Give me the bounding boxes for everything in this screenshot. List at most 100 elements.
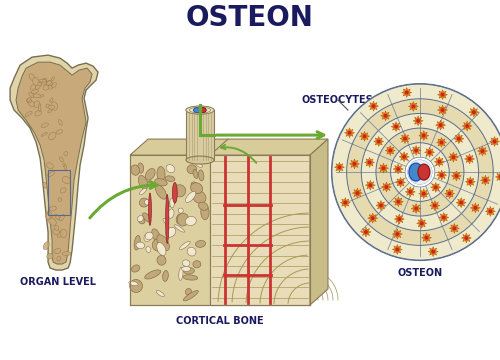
- Text: OSTEON: OSTEON: [186, 4, 314, 32]
- Polygon shape: [469, 107, 479, 117]
- Polygon shape: [186, 110, 214, 160]
- Ellipse shape: [196, 163, 202, 167]
- Ellipse shape: [38, 104, 40, 112]
- Circle shape: [442, 216, 446, 220]
- Circle shape: [428, 150, 432, 154]
- Ellipse shape: [64, 165, 67, 170]
- Circle shape: [438, 160, 442, 164]
- Polygon shape: [422, 233, 432, 243]
- Ellipse shape: [198, 170, 204, 181]
- Ellipse shape: [418, 164, 430, 180]
- Ellipse shape: [60, 229, 67, 238]
- Polygon shape: [352, 188, 362, 198]
- Ellipse shape: [146, 247, 151, 252]
- Ellipse shape: [174, 185, 186, 197]
- Circle shape: [433, 203, 437, 208]
- Ellipse shape: [194, 108, 200, 113]
- Ellipse shape: [41, 132, 48, 136]
- Ellipse shape: [131, 165, 140, 175]
- Ellipse shape: [168, 209, 174, 218]
- Polygon shape: [10, 55, 98, 270]
- Polygon shape: [462, 121, 472, 131]
- Text: OSTEOCYTES: OSTEOCYTES: [302, 95, 374, 105]
- Circle shape: [452, 155, 456, 159]
- Ellipse shape: [58, 198, 61, 202]
- Circle shape: [438, 123, 442, 127]
- Polygon shape: [361, 227, 371, 237]
- Polygon shape: [366, 180, 376, 190]
- Ellipse shape: [156, 291, 164, 297]
- Circle shape: [420, 221, 424, 225]
- Ellipse shape: [191, 182, 198, 188]
- Ellipse shape: [39, 80, 46, 82]
- Ellipse shape: [46, 104, 50, 108]
- Circle shape: [480, 149, 484, 153]
- Ellipse shape: [179, 267, 183, 280]
- Polygon shape: [434, 157, 444, 167]
- Polygon shape: [334, 162, 344, 172]
- Ellipse shape: [47, 85, 52, 89]
- Circle shape: [348, 131, 352, 135]
- Polygon shape: [16, 62, 92, 264]
- Ellipse shape: [38, 82, 41, 86]
- Polygon shape: [392, 244, 402, 255]
- Polygon shape: [438, 105, 448, 115]
- Ellipse shape: [192, 191, 206, 203]
- Polygon shape: [452, 171, 462, 181]
- Polygon shape: [368, 213, 378, 223]
- Ellipse shape: [140, 188, 146, 195]
- Ellipse shape: [409, 163, 423, 181]
- Ellipse shape: [140, 198, 148, 207]
- Circle shape: [498, 175, 500, 179]
- Ellipse shape: [26, 98, 32, 103]
- Ellipse shape: [64, 152, 68, 156]
- Circle shape: [352, 162, 356, 166]
- Circle shape: [388, 149, 392, 153]
- Ellipse shape: [132, 265, 140, 272]
- Ellipse shape: [28, 100, 34, 107]
- Polygon shape: [382, 182, 392, 192]
- Polygon shape: [424, 147, 434, 157]
- Ellipse shape: [43, 182, 47, 188]
- Polygon shape: [419, 189, 429, 199]
- Circle shape: [372, 104, 376, 108]
- Circle shape: [332, 84, 500, 260]
- Polygon shape: [130, 155, 210, 305]
- Ellipse shape: [48, 171, 55, 176]
- Circle shape: [406, 157, 434, 187]
- Polygon shape: [490, 136, 500, 147]
- Circle shape: [434, 185, 438, 189]
- Ellipse shape: [144, 233, 152, 242]
- Ellipse shape: [147, 181, 152, 186]
- Circle shape: [431, 249, 435, 253]
- Ellipse shape: [33, 94, 40, 98]
- Circle shape: [398, 217, 402, 221]
- Circle shape: [370, 216, 374, 220]
- Ellipse shape: [53, 229, 60, 235]
- Ellipse shape: [46, 163, 54, 168]
- Polygon shape: [411, 203, 421, 213]
- Ellipse shape: [34, 110, 42, 116]
- Polygon shape: [392, 229, 402, 239]
- Circle shape: [394, 125, 398, 129]
- Ellipse shape: [138, 218, 145, 224]
- Circle shape: [474, 206, 478, 210]
- Circle shape: [396, 167, 400, 171]
- Circle shape: [440, 93, 444, 97]
- Ellipse shape: [186, 216, 196, 226]
- Polygon shape: [466, 177, 475, 187]
- Ellipse shape: [162, 270, 168, 282]
- Polygon shape: [402, 87, 411, 98]
- Ellipse shape: [43, 85, 49, 90]
- Ellipse shape: [146, 168, 155, 180]
- Ellipse shape: [183, 275, 198, 280]
- Ellipse shape: [31, 90, 38, 93]
- Ellipse shape: [47, 253, 53, 259]
- Polygon shape: [416, 219, 426, 228]
- Ellipse shape: [163, 218, 168, 224]
- Polygon shape: [130, 139, 328, 155]
- Polygon shape: [340, 198, 350, 208]
- Ellipse shape: [27, 97, 31, 102]
- Circle shape: [382, 166, 386, 170]
- Circle shape: [404, 90, 408, 95]
